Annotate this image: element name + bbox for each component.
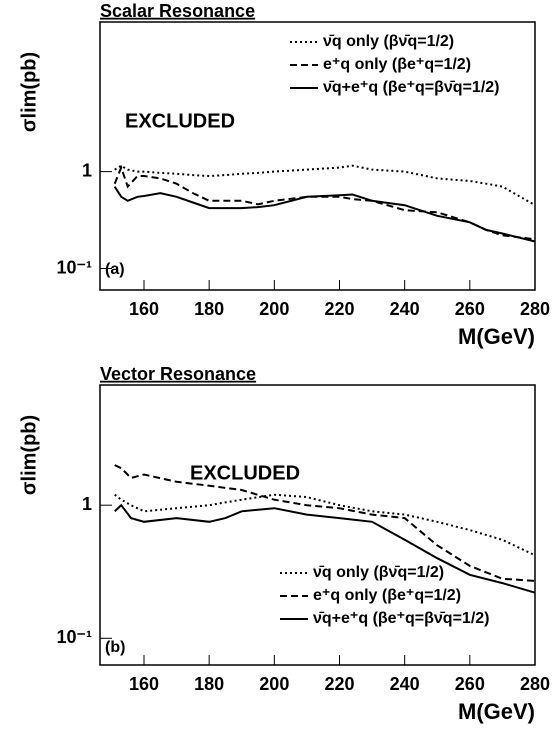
data-line: [113, 186, 536, 243]
annotation: EXCLUDED: [190, 462, 300, 484]
legend-label: ν̄q only (βν̄q=1/2): [313, 564, 444, 581]
legend-label: e⁺q only (βe⁺q=1/2): [323, 56, 471, 73]
x-axis-label: M(GeV): [458, 699, 535, 724]
x-tick-label: 220: [324, 674, 354, 694]
y-tick-label: 1: [82, 160, 92, 180]
legend-label: ν̄q only (βν̄q=1/2): [323, 33, 454, 50]
y-tick-label: 10⁻¹: [56, 627, 92, 647]
y-tick-label: 10⁻¹: [56, 257, 92, 277]
data-line: [114, 464, 536, 582]
data-line: [114, 493, 536, 557]
plot-frame: [99, 384, 536, 666]
x-tick-label: 240: [390, 299, 420, 319]
x-tick-label: 180: [194, 299, 224, 319]
y-tick-label: 1: [82, 494, 92, 514]
y-axis-label: σlim(pb): [18, 415, 40, 495]
chart-title: Scalar Resonance: [100, 1, 255, 21]
x-tick-label: 260: [455, 674, 485, 694]
x-tick-label: 180: [194, 674, 224, 694]
plot-frame: [99, 21, 536, 291]
x-tick-label: 280: [520, 299, 550, 319]
data-line: [114, 503, 536, 594]
x-tick-label: 240: [390, 674, 420, 694]
x-axis-label: M(GeV): [458, 324, 535, 349]
legend-label: ν̄q+e⁺q (βe⁺q=βν̄q=1/2): [313, 610, 489, 627]
legend-label: ν̄q+e⁺q (βe⁺q=βν̄q=1/2): [323, 79, 499, 96]
x-tick-label: 220: [324, 299, 354, 319]
x-tick-label: 260: [455, 299, 485, 319]
y-axis-label: σlim(pb): [18, 52, 40, 132]
x-tick-label: 160: [129, 674, 159, 694]
chart-title: Vector Resonance: [100, 364, 256, 384]
data-line: [114, 164, 536, 207]
panel-label: (b): [105, 639, 125, 656]
x-tick-label: 200: [259, 299, 289, 319]
x-tick-label: 200: [259, 674, 289, 694]
annotation: EXCLUDED: [125, 110, 235, 132]
x-tick-label: 280: [520, 674, 550, 694]
data-line: [113, 164, 536, 241]
x-tick-label: 160: [129, 299, 159, 319]
legend-label: e⁺q only (βe⁺q=1/2): [313, 587, 461, 604]
panel-label: (a): [105, 261, 125, 278]
